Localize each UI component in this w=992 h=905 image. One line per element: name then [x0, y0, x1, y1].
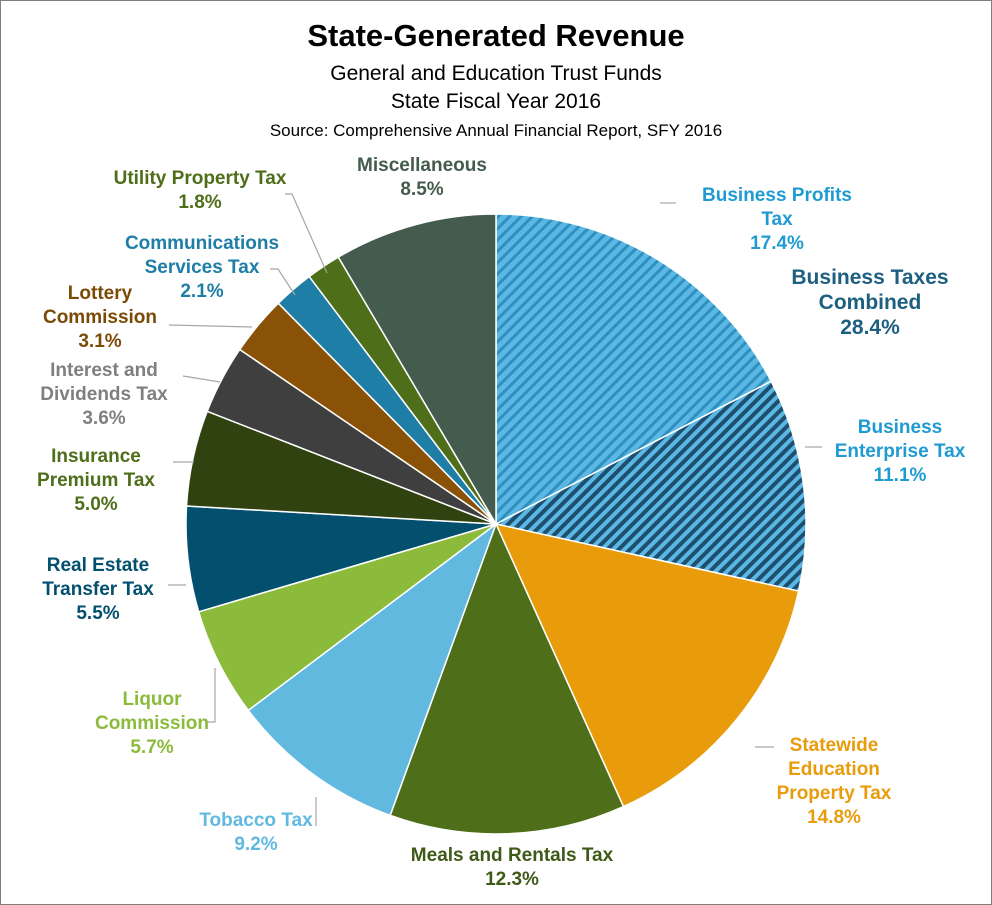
slice-label-communications-services-tax: Services Tax	[145, 257, 260, 278]
slice-label-value-real-estate-transfer-tax: 5.5%	[76, 603, 119, 624]
slice-label-value-interest-and-dividends-tax: 3.6%	[82, 408, 125, 429]
pie-slice-meals-and-rentals-tax	[389, 522, 625, 835]
leader-line-interest-and-dividends-tax	[182, 375, 221, 383]
slice-label-liquor-commission: Liquor	[122, 689, 182, 710]
slice-label-value-utility-property-tax: 1.8%	[178, 192, 221, 213]
slice-label-business-profits-tax: Business Profits	[702, 185, 852, 206]
annotation-label-value-business-taxes-combined: 28.4%	[840, 316, 900, 339]
pie-slice-business-profits-tax	[495, 213, 773, 526]
slice-label-value-business-enterprise-tax: 11.1%	[874, 465, 927, 486]
slice-label-statewide-education-property-tax: Statewide	[790, 735, 879, 756]
slice-label-value-insurance-premium-tax: 5.0%	[74, 494, 117, 515]
slice-label-statewide-education-property-tax: Education	[788, 759, 880, 780]
slice-label-interest-and-dividends-tax: Interest and	[50, 360, 158, 381]
slice-label-tobacco-tax: Tobacco Tax	[199, 810, 313, 831]
slice-label-value-statewide-education-property-tax: 14.8%	[807, 807, 861, 828]
slice-label-interest-and-dividends-tax: Dividends Tax	[40, 384, 168, 405]
slice-label-business-enterprise-tax: Enterprise Tax	[835, 441, 966, 462]
slice-label-value-business-profits-tax: 17.4%	[750, 233, 804, 254]
chart-source: Source: Comprehensive Annual Financial R…	[269, 121, 723, 140]
slice-label-meals-and-rentals-tax: Meals and Rentals Tax	[411, 845, 614, 866]
slice-label-real-estate-transfer-tax: Real Estate	[47, 555, 149, 576]
slice-label-communications-services-tax: Communications	[125, 233, 279, 254]
leader-line-lottery-commission	[168, 324, 253, 328]
annotation-label-business-taxes-combined: Combined	[819, 291, 922, 314]
leader-line-communications-services-tax	[270, 268, 296, 296]
slice-label-miscellaneous: Miscellaneous	[357, 155, 487, 176]
slice-label-business-profits-tax: Tax	[761, 209, 793, 230]
slice-label-business-enterprise-tax: Business	[858, 417, 942, 438]
leader-line-utility-property-tax	[285, 193, 328, 274]
pie-slice-miscellaneous	[337, 213, 497, 527]
chart-subtitle-year: State Fiscal Year 2016	[390, 90, 602, 113]
slice-label-real-estate-transfer-tax: Transfer Tax	[42, 579, 154, 600]
slice-label-value-tobacco-tax: 9.2%	[234, 834, 277, 855]
slice-label-value-miscellaneous: 8.5%	[400, 179, 443, 200]
annotation-label-business-taxes-combined: Business Taxes	[791, 266, 948, 289]
slice-label-lottery-commission: Commission	[43, 307, 157, 328]
slice-label-insurance-premium-tax: Premium Tax	[37, 470, 155, 491]
slice-label-liquor-commission: Commission	[95, 713, 209, 734]
leader-line-liquor-commission	[206, 668, 216, 723]
pie-slice-tobacco-tax	[247, 521, 498, 817]
chart-subtitle: General and Education Trust Funds	[330, 62, 662, 85]
pie-slice-business-enterprise-tax	[493, 380, 807, 592]
slice-label-value-liquor-commission: 5.7%	[130, 737, 173, 758]
slice-label-value-communications-services-tax: 2.1%	[180, 281, 223, 302]
pie-slice-statewide-education-property-tax	[494, 522, 800, 808]
slice-label-insurance-premium-tax: Insurance	[51, 446, 141, 467]
slice-label-statewide-education-property-tax: Property Tax	[777, 783, 892, 804]
slice-label-value-meals-and-rentals-tax: 12.3%	[485, 869, 539, 890]
slice-label-lottery-commission: Lottery	[68, 283, 133, 304]
chart-title: State-Generated Revenue	[307, 18, 685, 53]
slice-label-utility-property-tax: Utility Property Tax	[114, 168, 287, 189]
slice-label-value-lottery-commission: 3.1%	[78, 331, 121, 352]
